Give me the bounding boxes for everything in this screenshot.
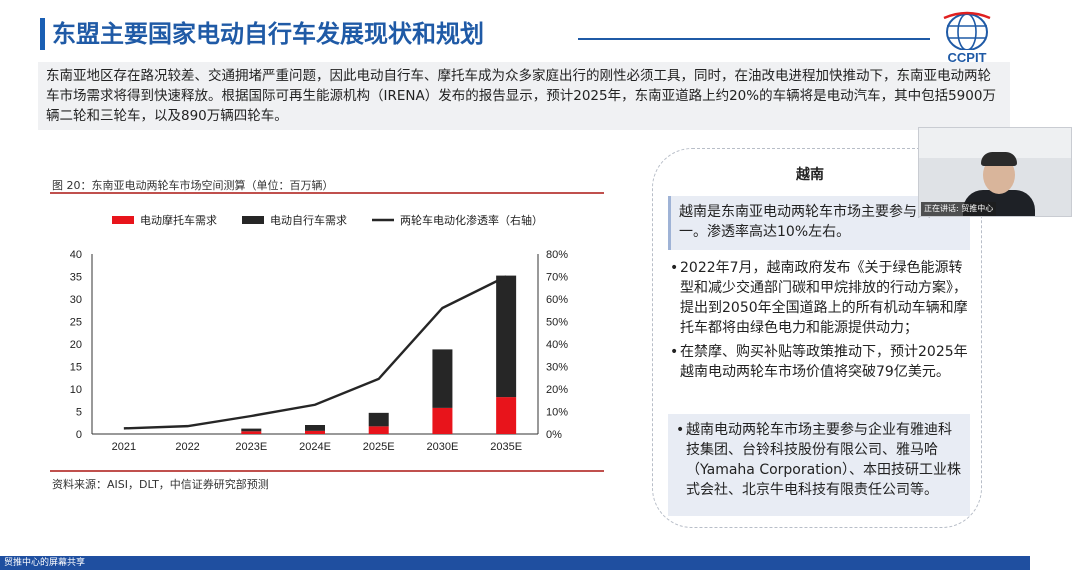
bar-segment (305, 425, 325, 431)
legend-swatch (242, 216, 264, 224)
penetration-rate-line (123, 275, 507, 430)
y2-tick-label: 80% (546, 249, 568, 261)
figure-source: 资料来源：AISI，DLT，中信证券研究部预测 (52, 478, 269, 491)
screen-share-bar (0, 556, 1030, 570)
y2-tick-label: 10% (546, 407, 568, 419)
globe-icon (943, 11, 991, 51)
logo-text: CCPIT (947, 50, 987, 65)
y-tick-label: 30 (70, 294, 82, 306)
x-tick-label: 2035E (490, 441, 522, 453)
legend-swatch (112, 216, 134, 224)
y-tick-label: 10 (70, 384, 82, 396)
vietnam-bullet-list: • 2022年7月，越南政府发布《关于绿色能源转型和减少交通部门碳和甲烷排放的行… (670, 258, 970, 386)
x-tick-label: 2021 (112, 441, 136, 453)
y2-tick-label: 30% (546, 362, 568, 374)
bar-segment (496, 397, 517, 434)
y2-tick-label: 60% (546, 294, 568, 306)
legend-label: 电动摩托车需求 (140, 213, 217, 227)
bar-segment (368, 412, 389, 427)
speaker-label: 正在讲话: 贸推中心 (921, 202, 997, 216)
list-item: • 在禁摩、购买补贴等政策推动下，预计2025年越南电动两轮车市场价值将突破79… (670, 342, 970, 382)
bar-segment (432, 349, 453, 408)
bullet-icon: • (676, 422, 685, 438)
x-tick-label: 2030E (427, 441, 459, 453)
figure-top-rule (50, 192, 604, 194)
x-tick-label: 2025E (363, 441, 395, 453)
bar-segment (432, 407, 453, 434)
companies-box: • 越南电动两轮车市场主要参与企业有雅迪科技集团、台铃科技股份有限公司、雅马哈（… (668, 414, 970, 516)
legend-label: 电动自行车需求 (270, 213, 347, 227)
y-tick-label: 40 (70, 249, 82, 261)
list-item: • 2022年7月，越南政府发布《关于绿色能源转型和减少交通部门碳和甲烷排放的行… (670, 258, 970, 338)
title-accent-bar (40, 18, 45, 50)
x-tick-label: 2023E (235, 441, 267, 453)
y-tick-label: 35 (70, 272, 82, 284)
speaker-hair (981, 152, 1017, 166)
bullet-text: 在禁摩、购买补贴等政策推动下，预计2025年越南电动两轮车市场价值将突破79亿美… (680, 344, 968, 380)
y-tick-label: 0 (76, 429, 82, 441)
y2-tick-label: 20% (546, 384, 568, 396)
x-tick-label: 2022 (175, 441, 199, 453)
bullet-icon: • (670, 260, 679, 276)
bar-segment (241, 428, 262, 432)
y2-tick-label: 50% (546, 317, 568, 329)
bullet-icon: • (670, 344, 679, 360)
ev-two-wheeler-chart: 0 5 10 15 20 25 30 35 40 0% 10% 20% 30% 40% 50% 60% 70% 8… (70, 213, 568, 453)
y2-tick-label: 70% (546, 272, 568, 284)
screen-share-label: 贸推中心的屏幕共享 (4, 558, 86, 568)
figure-caption: 图 20：东南亚电动两轮车市场空间测算（单位：百万辆） (52, 179, 334, 192)
speaker-video-tile[interactable]: 正在讲话: 贸推中心 (918, 127, 1072, 217)
slide-title: 东盟主要国家电动自行车发展现状和规划 (52, 20, 484, 48)
bar-segment (368, 426, 389, 434)
figure-bottom-rule (50, 470, 604, 472)
y-tick-label: 20 (70, 339, 82, 351)
y2-tick-label: 40% (546, 339, 568, 351)
y-tick-label: 15 (70, 362, 82, 374)
ccpit-logo: CCPIT (936, 10, 998, 72)
y-tick-label: 5 (76, 407, 82, 419)
x-tick-label: 2024E (299, 441, 331, 453)
bullet-text: 2022年7月，越南政府发布《关于绿色能源转型和减少交通部门碳和甲烷排放的行动方… (680, 260, 968, 336)
intro-paragraph: 东南亚地区存在路况较差、交通拥堵严重问题，因此电动自行车、摩托车成为众多家庭出行… (38, 62, 1010, 130)
panel-title: 越南 (796, 167, 824, 183)
y2-tick-label: 0% (546, 429, 562, 441)
bar-segment (241, 431, 262, 434)
title-divider (578, 38, 930, 40)
y-tick-label: 25 (70, 317, 82, 329)
bar-segment (305, 430, 325, 434)
companies-text: 越南电动两轮车市场主要参与企业有雅迪科技集团、台铃科技股份有限公司、雅马哈（Ya… (686, 422, 962, 498)
bar-segment (496, 275, 517, 398)
legend-label: 两轮车电动化渗透率（右轴） (400, 213, 543, 227)
